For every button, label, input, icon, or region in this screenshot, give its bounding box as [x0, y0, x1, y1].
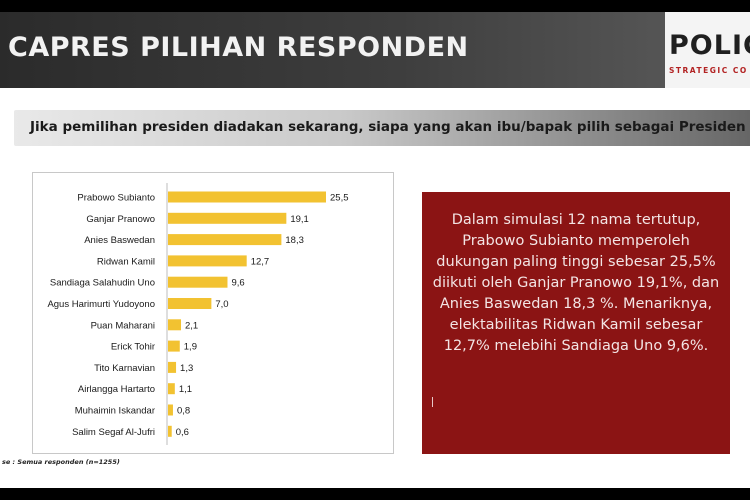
bar [168, 255, 247, 267]
category-label: Agus Harimurti Yudoyono [47, 299, 155, 310]
bar [168, 191, 326, 203]
summary-note-text: Dalam simulasi 12 nama tertutup, Prabowo… [432, 212, 720, 354]
category-label: Sandiaga Salahudin Uno [50, 278, 155, 289]
category-label: Tito Karnavian [94, 363, 155, 374]
bar-chart: Prabowo Subianto 25,5 Ganjar Pranowo 19,1 An… [32, 172, 394, 454]
category-label: Muhaimin Iskandar [75, 406, 155, 417]
category-label: Airlangga Hartarto [78, 384, 155, 395]
value-label: 1,3 [180, 363, 193, 374]
title-bar: CAPRES PILIHAN RESPONDEN [0, 12, 665, 88]
bar [168, 425, 172, 437]
bar [168, 404, 173, 416]
value-label: 12,7 [251, 256, 269, 267]
category-label: Puan Maharani [91, 320, 155, 331]
bar [168, 234, 282, 246]
value-label: 25,5 [330, 193, 349, 204]
logo-subtext: STRATEGIC CO [669, 66, 748, 75]
category-label: Ridwan Kamil [97, 256, 155, 267]
bar [168, 319, 182, 331]
category-label: Prabowo Subianto [77, 193, 155, 204]
bar [168, 212, 287, 224]
survey-question: Jika pemilihan presiden diadakan sekaran… [30, 119, 750, 135]
source-footnote: se : Semua responden (n=1255) [2, 458, 120, 466]
value-label: 2,1 [185, 320, 198, 331]
bar [168, 298, 212, 309]
value-label: 7,0 [215, 299, 228, 310]
category-label: Erick Tohir [111, 342, 155, 353]
bar [168, 276, 228, 288]
value-label: 9,6 [231, 278, 244, 289]
value-label: 0,8 [177, 406, 190, 417]
summary-note-box: Dalam simulasi 12 nama tertutup, Prabowo… [422, 192, 730, 454]
bar [168, 340, 180, 352]
presentation-slide: CAPRES PILIHAN RESPONDEN POLIC STRATEGIC… [0, 12, 750, 488]
value-label: 0,6 [176, 427, 189, 438]
question-banner: Jika pemilihan presiden diadakan sekaran… [14, 110, 750, 146]
value-label: 1,1 [179, 384, 192, 395]
category-label: Ganjar Pranowo [86, 214, 155, 225]
logo-text: POLIC [669, 30, 750, 61]
logo: POLIC STRATEGIC CO [665, 12, 750, 88]
slide-title: CAPRES PILIHAN RESPONDEN [8, 32, 469, 63]
category-label: Anies Baswedan [84, 235, 155, 246]
bar [168, 361, 177, 373]
value-label: 19,1 [290, 214, 309, 225]
value-label: 1,9 [184, 342, 197, 353]
value-label: 18,3 [285, 235, 304, 246]
bar [168, 383, 175, 395]
bar-chart-svg: Prabowo Subianto 25,5 Ganjar Pranowo 19,1 An… [47, 183, 349, 445]
note-divider [432, 397, 433, 407]
category-label: Salim Segaf Al-Jufri [72, 427, 155, 438]
